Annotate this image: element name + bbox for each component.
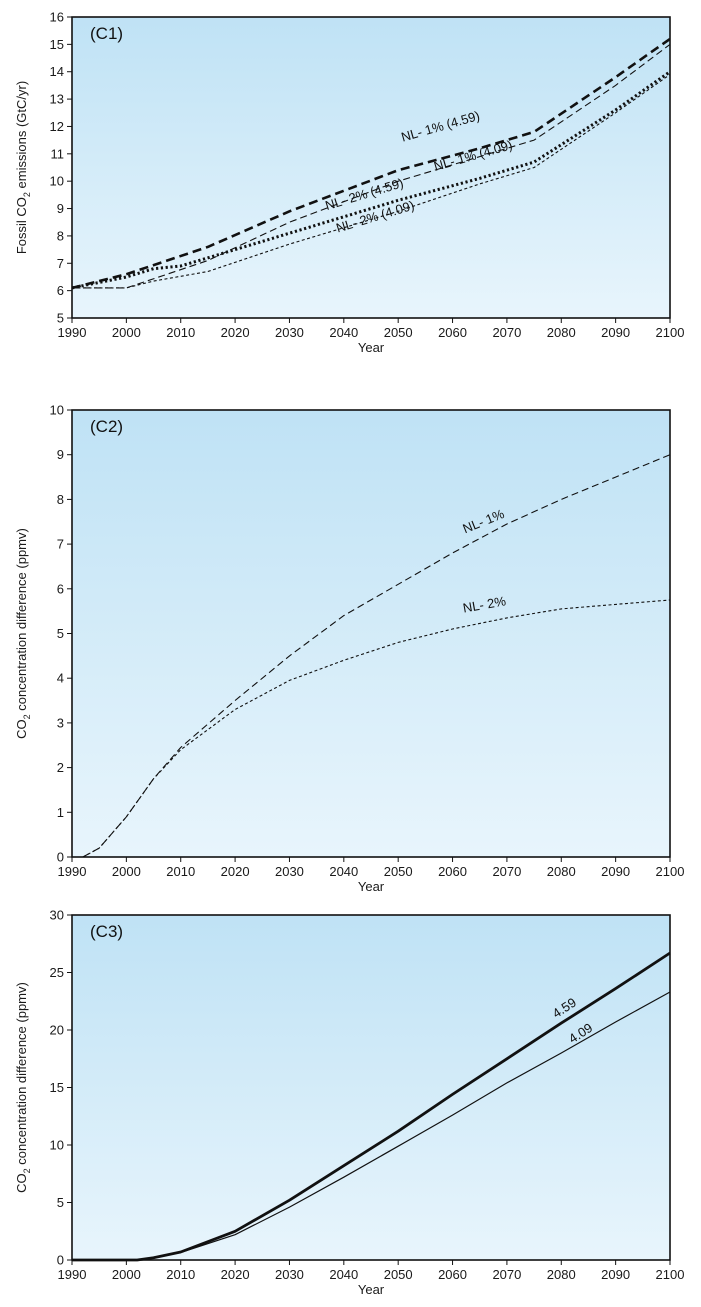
x-tick-label: 1990 — [58, 864, 87, 879]
x-tick-label: 2090 — [601, 864, 630, 879]
x-tick-label: 2070 — [492, 325, 521, 340]
x-tick-label: 2040 — [329, 864, 358, 879]
y-tick-label: 15 — [50, 37, 64, 52]
y-tick-label: 7 — [57, 537, 64, 552]
y-tick-label: 10 — [50, 403, 64, 418]
y-tick-label: 10 — [50, 174, 64, 189]
chart-panel-3: 1990 2000 2010 2020 2030 2040 2050 2060 2070 2080… — [14, 908, 684, 1298]
x-tick-label: 2010 — [166, 325, 195, 340]
y-tick-label: 15 — [50, 1080, 64, 1095]
x-tick-label: 2040 — [329, 325, 358, 340]
series-line-2 — [82, 599, 671, 858]
y-tick-label: 14 — [50, 64, 64, 79]
plot-frame — [71, 16, 671, 319]
chart-panel-2: 1990 2000 2010 2020 2030 2040 2050 2060 2070 2080… — [14, 403, 684, 895]
y-tick-label: 5 — [57, 311, 64, 326]
x-tick-label: 2010 — [166, 864, 195, 879]
y-tick-label: 30 — [50, 908, 64, 923]
x-axis-title: Year — [358, 340, 385, 355]
series-line-2 — [72, 991, 671, 1261]
x-tick-label: 2020 — [221, 325, 250, 340]
x-tick-label: 1990 — [58, 325, 87, 340]
y-tick-label: 9 — [57, 447, 64, 462]
x-tick-label: 2050 — [384, 864, 413, 879]
y-axis-title: CO2 concentration difference (ppmv) — [14, 982, 32, 1193]
x-tick-label: 2100 — [656, 325, 685, 340]
y-tick-label: 8 — [57, 492, 64, 507]
x-tick-label: 2100 — [656, 1267, 685, 1282]
y-axis-title: CO2 concentration difference (ppmv) — [14, 528, 32, 739]
y-tick-label: 7 — [57, 256, 64, 271]
x-tick-label: 2100 — [656, 864, 685, 879]
x-tick-label: 2040 — [329, 1267, 358, 1282]
x-tick-label: 2090 — [601, 325, 630, 340]
x-tick-label: 2030 — [275, 864, 304, 879]
x-tick-label: 2020 — [221, 1267, 250, 1282]
x-tick-label: 2080 — [547, 1267, 576, 1282]
panel-label: (C1) — [90, 24, 123, 43]
plot-background — [72, 410, 670, 857]
chart-panel-1: 1990 2000 2010 2020 2030 2040 2050 2060 2070 2080… — [14, 10, 684, 356]
x-tick-label: 2090 — [601, 1267, 630, 1282]
x-tick-label: 2070 — [492, 864, 521, 879]
y-tick-label: 10 — [50, 1138, 64, 1153]
x-tick-label: 2080 — [547, 325, 576, 340]
x-tick-label: 2050 — [384, 1267, 413, 1282]
y-tick-label: 20 — [50, 1023, 64, 1038]
y-tick-label: 5 — [57, 1195, 64, 1210]
plot-background — [72, 915, 670, 1260]
plot-background — [72, 17, 670, 318]
x-tick-label: 2050 — [384, 325, 413, 340]
y-tick-label: 9 — [57, 201, 64, 216]
y-tick-label: 1 — [57, 805, 64, 820]
y-tick-label: 6 — [57, 283, 64, 298]
x-tick-label: 2000 — [112, 864, 141, 879]
series-line-4 — [72, 74, 671, 289]
y-tick-label: 11 — [51, 146, 65, 161]
x-tick-label: 2060 — [438, 1267, 467, 1282]
y-tick-label: 12 — [50, 119, 64, 134]
y-tick-label: 8 — [57, 228, 64, 243]
y-tick-label: 16 — [50, 10, 64, 25]
y-tick-label: 2 — [57, 760, 64, 775]
x-tick-label: 2080 — [547, 864, 576, 879]
x-tick-label: 2010 — [166, 1267, 195, 1282]
y-axis-title: Fossil CO2 emissions (GtC/yr) — [14, 81, 32, 254]
x-tick-label: 2060 — [438, 325, 467, 340]
series-line-1 — [71, 37, 671, 290]
series-annotation: NL- 2% — [462, 593, 508, 615]
y-tick-label: 25 — [50, 965, 64, 980]
y-tick-label: 0 — [57, 850, 64, 865]
y-tick-label: 0 — [57, 1253, 64, 1268]
x-axis-title: Year — [358, 1282, 385, 1297]
series-line-2 — [72, 43, 671, 289]
x-tick-label: 2020 — [221, 864, 250, 879]
x-tick-label: 2070 — [492, 1267, 521, 1282]
y-tick-label: 5 — [57, 626, 64, 641]
y-tick-label: 13 — [50, 92, 64, 107]
panel-label: (C2) — [90, 417, 123, 436]
panel-label: (C3) — [90, 922, 123, 941]
y-tick-label: 6 — [57, 581, 64, 596]
x-tick-label: 2030 — [275, 325, 304, 340]
y-tick-label: 4 — [57, 671, 64, 686]
x-tick-label: 2030 — [275, 1267, 304, 1282]
x-tick-label: 2060 — [438, 864, 467, 879]
y-tick-label: 3 — [57, 715, 64, 730]
x-tick-label: 2000 — [112, 325, 141, 340]
x-tick-label: 2000 — [112, 1267, 141, 1282]
x-axis-title: Year — [358, 879, 385, 894]
x-tick-label: 1990 — [58, 1267, 87, 1282]
